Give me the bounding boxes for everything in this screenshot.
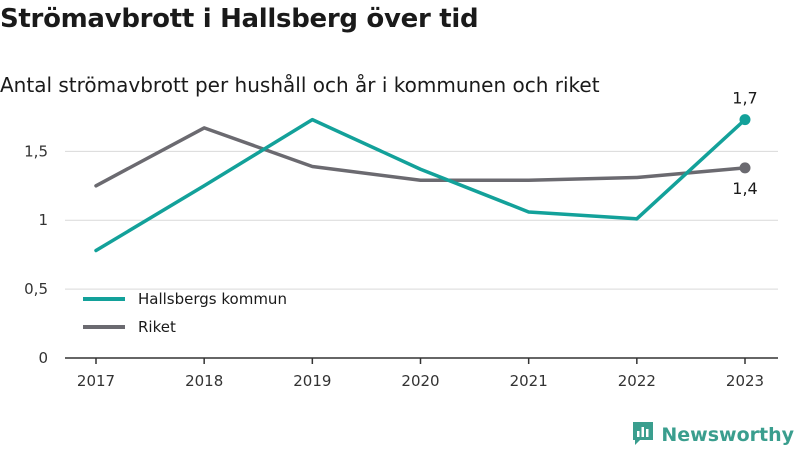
brand-logo: Newsworthy [631, 420, 794, 450]
x-axis-ticks: 2017 2018 2019 2020 2021 2022 2023 [65, 357, 778, 390]
brand-name: Newsworthy [661, 424, 794, 446]
x-tick-label: 2019 [293, 372, 331, 390]
legend: Hallsbergs kommun Riket [83, 290, 287, 336]
data-label: 1,7 [732, 89, 757, 108]
series-end-marker [739, 114, 751, 126]
x-tick-label: 2023 [726, 372, 764, 390]
newsworthy-logo-icon [631, 420, 655, 450]
x-tick-label: 2022 [618, 372, 656, 390]
legend-label: Riket [138, 318, 176, 336]
x-tick-label: 2020 [401, 372, 439, 390]
y-tick-label: 0 [38, 349, 48, 367]
y-tick-label: 0,5 [24, 280, 48, 298]
y-tick-label: 1,5 [24, 142, 48, 160]
gridlines [65, 150, 778, 290]
x-tick-label: 2021 [510, 372, 548, 390]
chart-subtitle: Antal strömavbrott per hushåll och år i … [0, 73, 600, 97]
x-tick-label: 2018 [185, 372, 223, 390]
series-end-marker [739, 162, 751, 174]
series-line [94, 117, 747, 253]
series-lines: 1,7 1,4 [94, 89, 758, 253]
data-label: 1,4 [732, 179, 757, 198]
legend-label: Hallsbergs kommun [138, 290, 287, 308]
x-tick-label: 2017 [77, 372, 115, 390]
y-tick-label: 1 [38, 211, 48, 229]
series-line [94, 126, 747, 188]
chart-title: Strömavbrott i Hallsberg över tid [0, 4, 479, 34]
y-axis-ticks: 0 0,5 1 1,5 [24, 142, 48, 367]
